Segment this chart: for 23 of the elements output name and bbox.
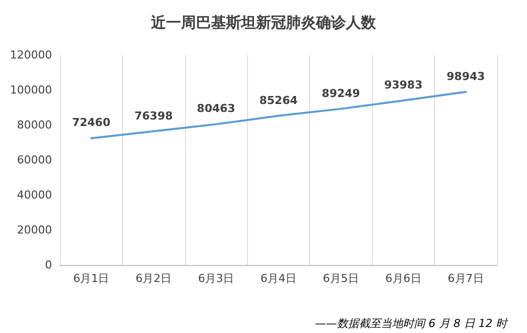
y-tick-label: 120000 [10,48,52,62]
data-label: 76398 [134,109,173,122]
x-tick-label: 6月7日 [448,272,484,285]
x-tick-label: 6月5日 [322,272,359,285]
y-tick-label: 0 [45,258,52,272]
data-label: 85264 [259,94,298,107]
x-tick-label: 6月4日 [260,272,296,285]
data-label: 93983 [384,78,422,92]
x-tick-label: 6月1日 [73,272,110,285]
y-tick-label: 100000 [10,84,52,96]
chart-title: 近一周巴基斯坦新冠肺炎确诊人数 [150,14,377,32]
y-tick-label: 40000 [17,188,52,202]
data-label: 98943 [446,70,485,83]
data-label: 89249 [322,86,360,100]
data-label: 72460 [72,116,111,130]
y-tick-label: 60000 [17,154,52,166]
y-tick-label: 20000 [17,224,52,236]
x-tick-label: 6月6日 [385,272,422,285]
text: ——数据截至当地时间 6 月 8 日 12 时 [315,317,509,330]
y-tick-label: 80000 [17,118,52,132]
data-label: 80463 [196,102,236,116]
x-tick-label: 6月2日 [136,272,172,285]
x-tick-label: 6月3日 [198,272,234,285]
